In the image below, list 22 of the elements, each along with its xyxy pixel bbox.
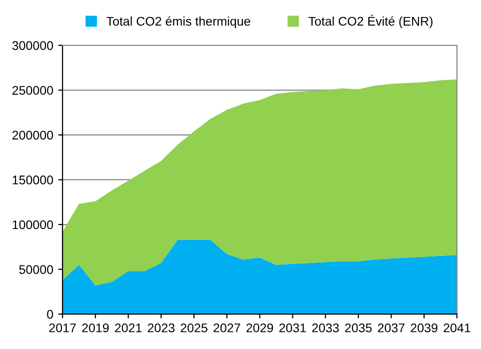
y-tick-label: 100000 — [12, 220, 54, 230]
x-tick-label: 2017 — [49, 323, 76, 332]
y-tick-label: 50000 — [19, 265, 54, 274]
x-tick-label: 2025 — [180, 323, 208, 332]
y-tick-label: 150000 — [12, 176, 54, 184]
legend-label: Total CO2 émis thermique — [106, 16, 250, 28]
x-tick-label: 2021 — [114, 323, 142, 332]
x-tick-label: 2031 — [279, 323, 306, 332]
x-tick-label: 2029 — [246, 323, 274, 332]
legend-label: Total CO2 Évité (ENR) — [308, 14, 432, 28]
x-tick-label: 2033 — [312, 323, 339, 332]
x-tick-label: 2027 — [214, 323, 240, 332]
y-tick-label: 0 — [47, 310, 54, 319]
x-tick-label: 2023 — [148, 323, 174, 332]
x-tick-label: 2037 — [378, 323, 404, 332]
x-tick-label: 2019 — [82, 323, 109, 332]
y-tick-label: 300000 — [12, 41, 54, 50]
x-tick-label: 2039 — [410, 323, 438, 332]
x-tick-label: 2035 — [345, 323, 372, 332]
y-tick-label: 250000 — [12, 86, 54, 95]
x-tick-label: 2041 — [444, 323, 470, 332]
y-tick-label: 200000 — [12, 130, 54, 140]
